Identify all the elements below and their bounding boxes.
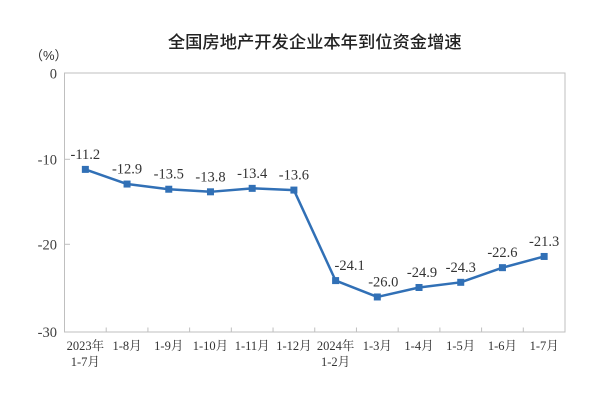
svg-text:1-8月: 1-8月 (112, 339, 141, 353)
svg-text:-26.0: -26.0 (368, 275, 398, 291)
svg-text:-13.6: -13.6 (279, 168, 309, 184)
svg-text:-13.8: -13.8 (195, 169, 225, 185)
svg-text:-24.3: -24.3 (446, 260, 476, 276)
svg-text:-21.3: -21.3 (529, 234, 559, 250)
svg-text:-24.9: -24.9 (407, 265, 437, 281)
svg-text:1-2月: 1-2月 (321, 355, 350, 369)
svg-text:-22.6: -22.6 (487, 245, 517, 261)
svg-text:-10: -10 (38, 152, 57, 168)
svg-text:1-6月: 1-6月 (488, 339, 517, 353)
svg-text:1-7月: 1-7月 (530, 339, 559, 353)
svg-text:1-12月: 1-12月 (276, 339, 311, 353)
svg-text:-11.2: -11.2 (71, 147, 101, 163)
svg-text:2024年: 2024年 (317, 338, 355, 353)
svg-text:1-3月: 1-3月 (363, 339, 392, 353)
svg-text:-12.9: -12.9 (112, 162, 142, 178)
svg-text:1-5月: 1-5月 (446, 339, 475, 353)
svg-text:-13.4: -13.4 (237, 166, 268, 182)
svg-text:1-9月: 1-9月 (154, 339, 183, 353)
svg-text:2023年: 2023年 (67, 338, 105, 353)
svg-text:-30: -30 (38, 325, 57, 341)
svg-text:1-11月: 1-11月 (235, 339, 270, 353)
svg-text:1-4月: 1-4月 (404, 339, 433, 353)
svg-text:-13.5: -13.5 (154, 167, 184, 183)
svg-text:-20: -20 (38, 237, 57, 253)
svg-text:-24.1: -24.1 (334, 258, 364, 274)
svg-text:1-7月: 1-7月 (71, 355, 100, 369)
svg-text:0: 0 (50, 67, 57, 83)
svg-text:1-10月: 1-10月 (193, 339, 228, 353)
